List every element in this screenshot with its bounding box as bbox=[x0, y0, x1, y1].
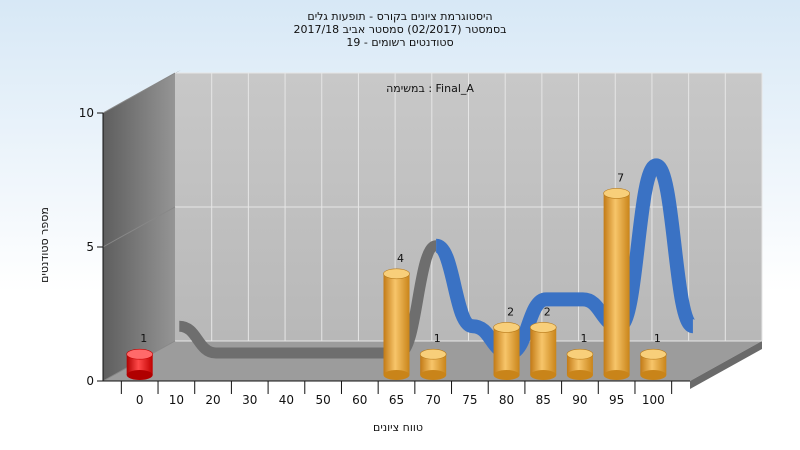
x-tick-label: 90 bbox=[572, 393, 587, 407]
bar-top bbox=[419, 348, 447, 360]
bar-base bbox=[603, 370, 630, 380]
bar-label: 1 bbox=[434, 332, 441, 345]
bar-body bbox=[530, 327, 557, 375]
chart-title-block: היסטוגרמת ציונים בקורס - תופעות גלים בסמ… bbox=[0, 10, 800, 49]
bar-body bbox=[383, 273, 410, 375]
bar-label: 1 bbox=[654, 332, 661, 345]
chart-title-line-3: סטודנטים רשומים - 19 bbox=[346, 36, 454, 49]
bar-top bbox=[493, 322, 520, 333]
bar-body bbox=[640, 354, 667, 375]
bar-top bbox=[566, 348, 594, 360]
bar-95: 7 bbox=[603, 171, 630, 380]
y-tick-label: 0 bbox=[86, 374, 94, 388]
x-tick-label: 100 bbox=[642, 393, 665, 407]
grid-line-side bbox=[102, 206, 176, 248]
bar-base bbox=[126, 370, 153, 380]
x-tick-label: 95 bbox=[609, 393, 624, 407]
x-tick-label: 60 bbox=[352, 393, 367, 407]
bar-body bbox=[493, 327, 520, 375]
x-tick-label: 50 bbox=[315, 393, 330, 407]
bar-0: 1 bbox=[126, 332, 153, 380]
bar-base bbox=[420, 370, 447, 380]
bar-base bbox=[493, 370, 520, 380]
x-tick-label: 70 bbox=[426, 393, 441, 407]
chart-title-line-2: בסמסטר (02/2017) סמסטר אביב 2017/18 bbox=[293, 23, 507, 36]
bar-top bbox=[529, 322, 557, 333]
bar-base bbox=[530, 370, 557, 380]
bar-label: 2 bbox=[507, 305, 514, 318]
x-tick-label: 80 bbox=[499, 393, 514, 407]
bar-body bbox=[603, 193, 630, 375]
bar-label: 1 bbox=[140, 332, 147, 345]
y-axis-label: מספר סטודנטים bbox=[38, 207, 51, 283]
bar-label: 7 bbox=[617, 171, 624, 184]
x-tick-label: 20 bbox=[205, 393, 220, 407]
bar-65: 4 bbox=[383, 252, 410, 380]
bar-80: 2 bbox=[493, 305, 520, 380]
bar-top bbox=[126, 348, 153, 360]
bar-top bbox=[640, 348, 667, 360]
annotation-text: במשימה : Final_A bbox=[386, 82, 474, 95]
bar-85: 2 bbox=[529, 305, 557, 380]
x-tick-label: 40 bbox=[279, 393, 294, 407]
bar-label: 2 bbox=[544, 305, 551, 318]
bar-label: 1 bbox=[580, 332, 587, 345]
bar-body bbox=[566, 354, 593, 375]
bar-70: 1 bbox=[419, 332, 447, 380]
chart-title-line-1: היסטוגרמת ציונים בקורס - תופעות גלים bbox=[307, 10, 493, 23]
x-tick-label: 0 bbox=[136, 393, 144, 407]
y-tick-label: 10 bbox=[79, 106, 94, 120]
grid-line-side bbox=[102, 72, 176, 114]
bar-top bbox=[603, 188, 630, 199]
bar-base bbox=[383, 370, 410, 380]
x-axis-label: טווח ציונים bbox=[373, 421, 423, 434]
x-tick-label: 65 bbox=[389, 393, 404, 407]
bar-100: 1 bbox=[640, 332, 667, 380]
bar-top bbox=[383, 268, 410, 280]
x-tick-label: 85 bbox=[536, 393, 551, 407]
x-tick-label: 75 bbox=[462, 393, 477, 407]
bar-body bbox=[126, 354, 153, 375]
floor-edge bbox=[690, 341, 762, 389]
bar-body bbox=[420, 354, 447, 375]
y-tick-label: 5 bbox=[86, 240, 94, 254]
x-tick-label: 10 bbox=[169, 393, 184, 407]
bar-90: 1 bbox=[566, 332, 594, 380]
ribbon-front bbox=[433, 158, 697, 360]
bar-base bbox=[566, 370, 593, 380]
bar-label: 4 bbox=[397, 252, 404, 265]
bar-base bbox=[640, 370, 667, 380]
x-tick-label: 30 bbox=[242, 393, 257, 407]
